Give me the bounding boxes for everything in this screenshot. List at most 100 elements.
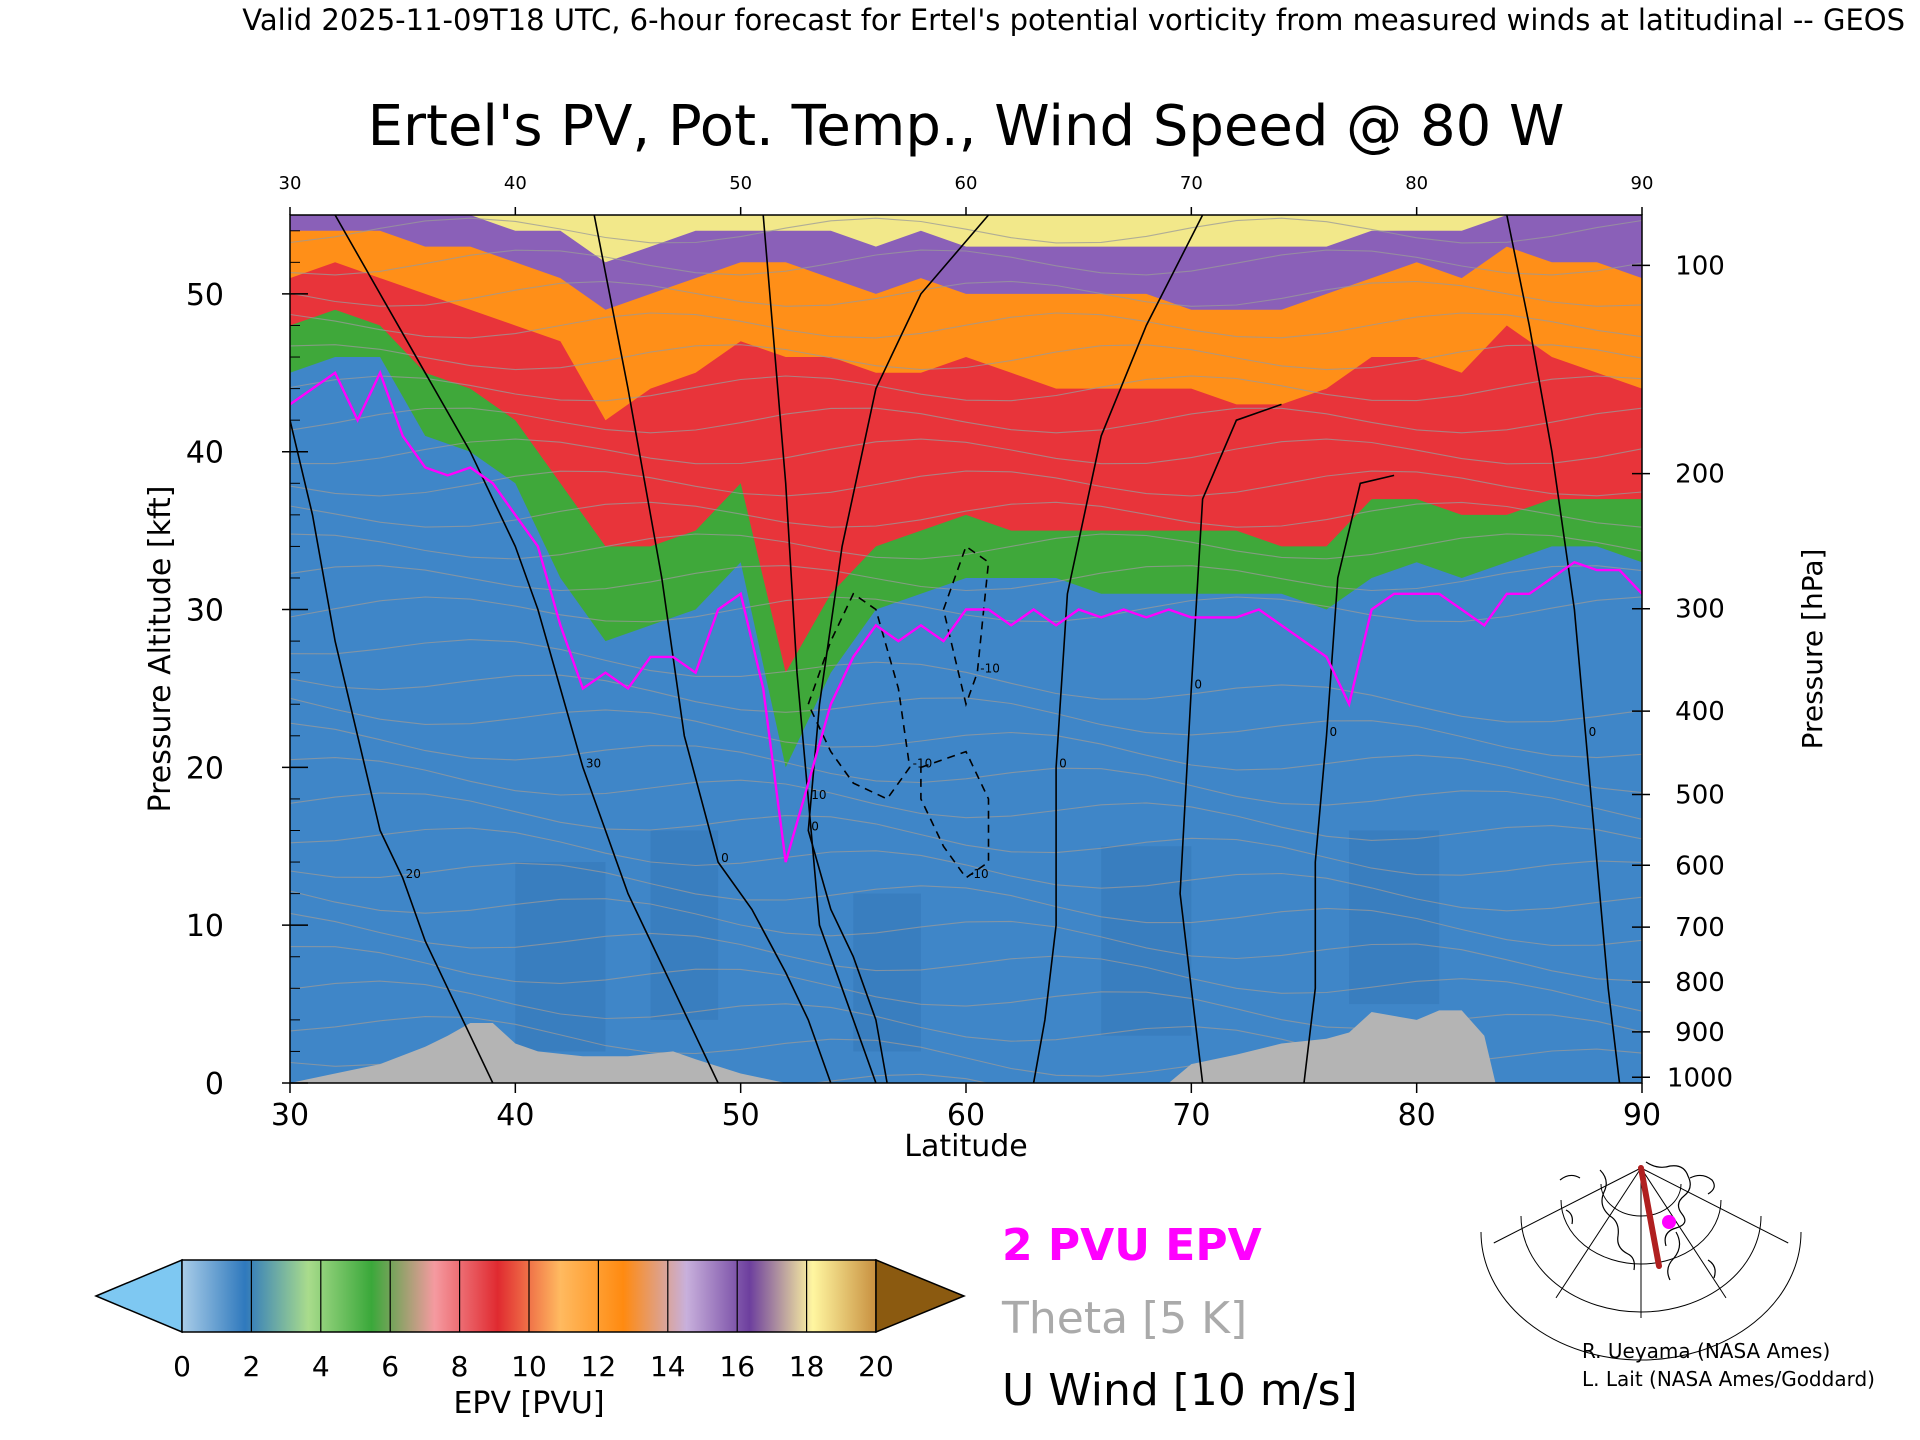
wind-contour-label: 0: [1589, 725, 1597, 739]
pressure-tick-label: 400: [1675, 697, 1725, 727]
y2-axis-label: Pressure [hPa]: [1796, 549, 1829, 750]
y-axis-label: Pressure Altitude [kft]: [143, 486, 178, 813]
top-tick-label: 50: [729, 173, 752, 194]
x-tick-label: 50: [722, 1098, 760, 1133]
inset-map: [1480, 1155, 1802, 1361]
x-tick-label: 70: [1172, 1098, 1210, 1133]
pressure-tick-label: 600: [1675, 851, 1725, 881]
inset-latitude-circle: [1480, 1231, 1802, 1361]
colorbar-tick-label: 20: [858, 1350, 894, 1383]
legend-epv: 2 PVU EPV: [1002, 1220, 1262, 1271]
pressure-tick-label: 700: [1675, 913, 1725, 943]
credit-line-2: L. Lait (NASA Ames/Goddard): [1582, 1367, 1875, 1391]
colorbar-tick-label: 16: [719, 1350, 755, 1383]
colorbar-tick-label: 10: [511, 1350, 547, 1383]
theta-contour: [290, 344, 1642, 371]
inset-meridian: [1493, 1167, 1642, 1244]
theta-contour: [290, 912, 1642, 1012]
pressure-tick-label: 200: [1675, 460, 1725, 490]
inset-map-cross-section-line: [1638, 1165, 1662, 1269]
theta-contour: [290, 596, 1642, 623]
theta-contour: [290, 375, 1642, 402]
theta-contours: [290, 217, 1642, 1083]
theta-contour: [290, 470, 1642, 497]
inset-meridian: [1640, 1167, 1789, 1244]
wind-contour-0: [593, 215, 832, 1083]
top-tick-label: 60: [955, 173, 978, 194]
wind-contour-10: [920, 750, 990, 879]
y-tick-label: 30: [186, 594, 224, 629]
inset-meridian: [1640, 1167, 1727, 1299]
colorbar-tick-label: 14: [650, 1350, 686, 1383]
pressure-tick-label: 300: [1675, 595, 1725, 625]
wind-contour-1: [762, 215, 877, 1083]
theta-contour: [290, 280, 1642, 307]
x-tick-label: 90: [1623, 1098, 1661, 1133]
wind-contour-label: -10: [913, 756, 933, 770]
wind-contour-label: 30: [586, 756, 601, 770]
theta-contour: [290, 674, 1642, 759]
y-tick-label: 50: [186, 278, 224, 313]
chart-title: Ertel's PV, Pot. Temp., Wind Speed @ 80 …: [368, 94, 1565, 159]
legend-wind: U Wind [10 m/s]: [1002, 1365, 1358, 1416]
epv-texture-patch: [515, 862, 606, 1052]
pressure-tick-label: 500: [1675, 780, 1725, 810]
theta-contour: [290, 722, 1642, 820]
wind-contour-label: 0: [811, 819, 819, 833]
top-tick-label: 90: [1631, 173, 1654, 194]
x-tick-label: 60: [947, 1098, 985, 1133]
colorbar-tick-label: 8: [451, 1350, 469, 1383]
colorbar-tick-label: 12: [581, 1350, 617, 1383]
wind-contour-label: 20: [406, 867, 421, 881]
top-tick-label: 70: [1180, 173, 1203, 194]
theta-contour: [290, 1016, 1384, 1083]
tropopause-2pvu: [290, 369, 1642, 863]
wind-contour-3: [1032, 215, 1204, 1083]
pressure-tick-label: 900: [1675, 1018, 1725, 1048]
credit-line-1: R. Ueyama (NASA Ames): [1582, 1339, 1830, 1363]
inset-map-coastlines: [1559, 1161, 1716, 1281]
wind-contour-label: -10: [980, 662, 1000, 676]
wind-contours: 0 10 0 0 0 0 0 30 20 -10 -10 -10: [290, 215, 1621, 1083]
epv-texture-patch: [1349, 830, 1440, 1005]
theta-contour: [290, 757, 1642, 841]
inset-map-graticule: [1480, 1167, 1802, 1361]
theta-contour: [290, 827, 1642, 912]
theta-contour: [290, 639, 1642, 723]
theta-contour: [290, 862, 1642, 946]
wind-contour-7: [334, 215, 719, 1083]
theta-contour: [290, 792, 1642, 876]
theta-contour: [290, 407, 1642, 434]
epv-fill: [290, 215, 1642, 1083]
wind-contour-8: [290, 420, 494, 1083]
theta-contour: [290, 501, 1642, 528]
inset-map-location-marker: [1662, 1215, 1676, 1229]
epv-texture-patch: [853, 893, 921, 1052]
epv-texture-patch: [650, 830, 719, 1020]
x-axis-label: Latitude: [904, 1129, 1027, 1164]
wind-contour-6: [1506, 215, 1621, 1083]
colorbar-ticks: 0 2 4 6 8 10 12 14 16 18 20: [173, 1260, 894, 1383]
epv-texture-patch: [1101, 846, 1192, 1036]
axes: 3030404050506060707080809090010203040501…: [186, 173, 1733, 1133]
inset-meridian: [1555, 1167, 1642, 1299]
theta-contour: [290, 312, 1642, 339]
colorbar-tick-label: 6: [381, 1350, 399, 1383]
wind-contour-label: -10: [969, 867, 989, 881]
colorbar-under-triangle: [94, 1258, 183, 1334]
top-tick-label: 30: [279, 173, 302, 194]
theta-contour: [290, 890, 1642, 982]
theta-contour: [290, 438, 1642, 465]
colorbar-tick-label: 4: [312, 1350, 330, 1383]
forecast-banner: Valid 2025-11-09T18 UTC, 6-hour forecast…: [242, 3, 1905, 37]
legend-theta: Theta [5 K]: [1001, 1293, 1247, 1344]
colorbar-label: EPV [PVU]: [453, 1386, 604, 1421]
theta-contour: [290, 217, 1642, 244]
colorbar-tick-label: 0: [173, 1350, 191, 1383]
wind-contour-label: 0: [1194, 677, 1202, 691]
wind-contour-11: [942, 545, 990, 707]
colorbar-tick-label: 18: [789, 1350, 825, 1383]
top-tick-label: 40: [504, 173, 527, 194]
